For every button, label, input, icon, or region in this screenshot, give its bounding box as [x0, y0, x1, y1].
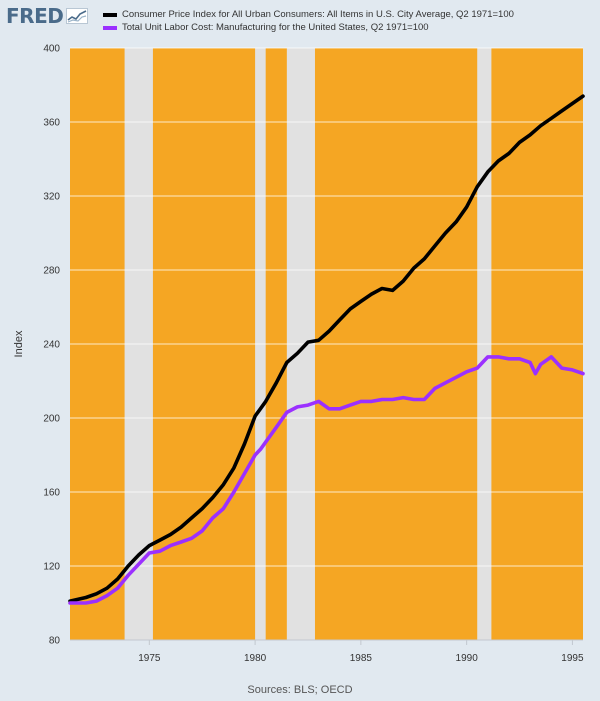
y-tick-label-280: 280: [43, 266, 60, 277]
source-note: Sources: BLS; OECD: [247, 684, 353, 696]
y-tick-label-360: 360: [43, 118, 60, 129]
legend-label-cpi: Consumer Price Index for All Urban Consu…: [122, 9, 514, 20]
legend-item-cpi: Consumer Price Index for All Urban Consu…: [103, 8, 514, 21]
y-axis-label: Index: [13, 330, 25, 357]
legend-swatch-ulc: [103, 25, 117, 30]
legend-swatch-cpi: [103, 12, 117, 17]
y-tick-label-160: 160: [43, 488, 60, 499]
x-tick-label-1975: 1975: [138, 653, 161, 664]
y-tick-label-80: 80: [49, 636, 61, 647]
y-tick-label-240: 240: [43, 340, 60, 351]
y-tick-label-320: 320: [43, 192, 60, 203]
series-line-0: [68, 94, 585, 603]
y-tick-label-200: 200: [43, 414, 60, 425]
y-tick-label-400: 400: [43, 44, 60, 55]
x-tick-label-1990: 1990: [456, 653, 479, 664]
line-chart: 80 120 160 200 240 280 320 360 400 1975 1980 1985 19…: [13, 44, 585, 664]
logo-chart-icon: [66, 8, 89, 24]
series-line-1: [68, 355, 585, 605]
chart-legend: Consumer Price Index for All Urban Consu…: [103, 8, 514, 34]
fred-logo: FRED: [6, 4, 89, 28]
x-tick-label-1980: 1980: [244, 653, 267, 664]
x-tick-label-1985: 1985: [350, 653, 373, 664]
legend-item-ulc: Total Unit Labor Cost: Manufacturing for…: [103, 21, 514, 34]
legend-label-ulc: Total Unit Labor Cost: Manufacturing for…: [122, 22, 429, 33]
x-tick-label-1995: 1995: [561, 653, 584, 664]
y-tick-label-120: 120: [43, 562, 60, 573]
logo-text: FRED: [6, 4, 64, 28]
